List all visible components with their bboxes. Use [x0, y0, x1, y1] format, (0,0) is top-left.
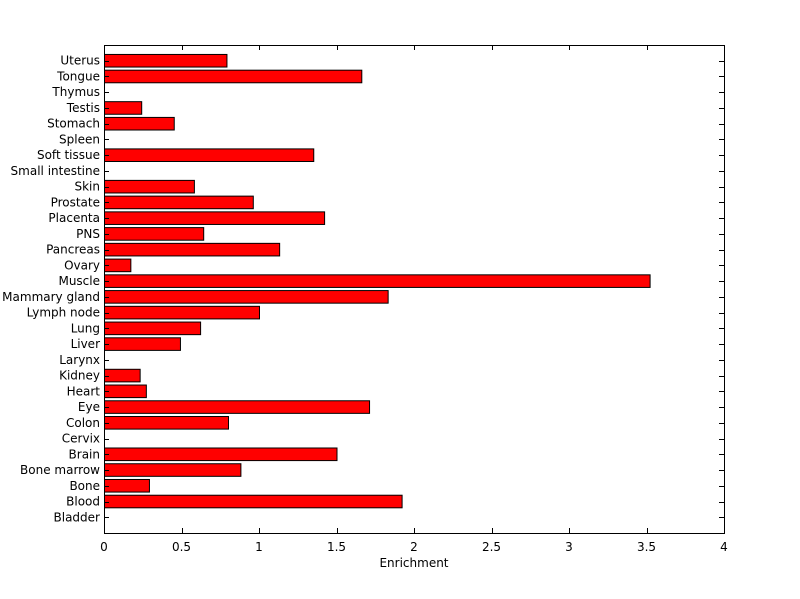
y-tick-label: Bone marrow — [20, 463, 100, 477]
bar-lung — [104, 321, 202, 336]
bar-eye — [104, 400, 371, 414]
bar-pancreas — [104, 242, 281, 257]
y-tick-label: Tongue — [56, 69, 100, 83]
y-tick-label: Testis — [66, 101, 100, 115]
x-tick-label: 0.5 — [172, 540, 191, 554]
x-tick-label: 0 — [100, 540, 108, 554]
bar-mammary-gland — [104, 290, 389, 304]
y-tick-label: Brain — [69, 447, 100, 461]
bar-tongue — [104, 69, 363, 84]
y-tick-label: Blood — [66, 495, 100, 509]
y-tick-label: Heart — [67, 384, 101, 398]
y-tick-label: Lung — [71, 321, 100, 335]
x-tick-label: 4 — [720, 540, 728, 554]
bar-heart — [104, 384, 147, 399]
y-tick-label: Eye — [78, 400, 100, 414]
y-tick-label: Small intestine — [11, 164, 100, 178]
x-tick-label: 3.5 — [637, 540, 656, 554]
y-tick-label: Kidney — [59, 369, 100, 383]
y-tick-label: Lymph node — [27, 306, 100, 320]
bar-bone — [104, 478, 150, 493]
x-tick-labels: 0 0.5 1 1.5 2 2.5 3 3.5 4 — [100, 540, 728, 554]
x-tick-label: 1 — [255, 540, 263, 554]
y-tick-label: Cervix — [62, 432, 100, 446]
y-tick-label: Placenta — [48, 211, 100, 225]
bar-brain — [104, 447, 338, 462]
bar-testis — [104, 101, 143, 115]
y-tick-label: Uterus — [60, 54, 100, 68]
bar-placenta — [104, 211, 326, 225]
x-tick-label: 1.5 — [327, 540, 346, 554]
bar-soft-tissue — [104, 148, 315, 162]
bar-bone-marrow — [104, 463, 242, 477]
y-tick-label: Spleen — [59, 132, 100, 146]
bar-skin — [104, 179, 195, 194]
y-tick-label: Skin — [74, 180, 100, 194]
y-tick-label: Ovary — [64, 258, 100, 272]
y-tick-label: PNS — [76, 227, 100, 241]
x-tick-label: 3 — [565, 540, 573, 554]
y-tick-label: Thymus — [51, 85, 100, 99]
y-tick-label: Muscle — [58, 274, 100, 288]
bar-stomach — [104, 116, 175, 131]
x-tick-label: 2 — [410, 540, 418, 554]
bar-muscle — [104, 274, 651, 288]
plot-frame — [104, 45, 725, 534]
y-tick-label: Soft tissue — [37, 148, 100, 162]
y-tick-label: Stomach — [47, 117, 100, 131]
y-tick-label: Colon — [66, 416, 100, 430]
bar-pns — [104, 227, 205, 241]
x-axis-label: Enrichment — [379, 556, 448, 570]
bar-prostate — [104, 195, 254, 210]
bars-group — [104, 53, 651, 509]
x-tick-label: 2.5 — [482, 540, 501, 554]
y-tick-label: Mammary gland — [2, 290, 100, 304]
y-tick-label: Pancreas — [46, 243, 100, 257]
y-tick-label: Bladder — [54, 510, 101, 524]
y-tick-label: Prostate — [51, 195, 100, 209]
bar-blood — [104, 494, 403, 509]
bar-lymph-node — [104, 305, 260, 320]
bar-liver — [104, 337, 181, 351]
y-tick-label: Bone — [69, 479, 100, 493]
y-tick-label: Liver — [71, 337, 101, 351]
bar-kidney — [104, 368, 141, 383]
bar-colon — [104, 416, 229, 430]
bar-uterus — [104, 53, 228, 68]
y-tick-label: Larynx — [59, 353, 100, 367]
